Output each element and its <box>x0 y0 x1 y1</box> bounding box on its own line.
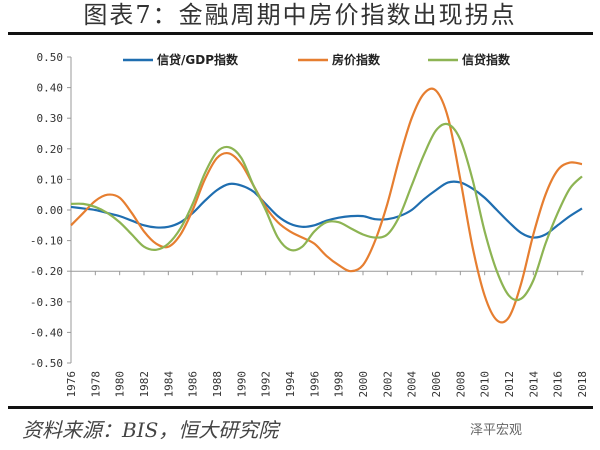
x-tick-label: 1984 <box>162 371 175 398</box>
y-tick-label: 0.30 <box>37 112 64 125</box>
x-tick-label: 1992 <box>260 371 273 398</box>
y-tick-label: -0.40 <box>30 326 63 339</box>
source-note: 资料来源：BIS，恒大研究院 <box>22 418 279 442</box>
x-tick-label: 2018 <box>576 371 589 398</box>
x-tick-label: 2012 <box>503 371 516 398</box>
x-tick-label: 2014 <box>527 371 540 398</box>
y-tick-label: 0.40 <box>37 82 64 95</box>
chart-title: 图表7：金融周期中房价指数出现拐点 <box>83 1 517 29</box>
title-divider <box>8 32 593 35</box>
x-tick-label: 2016 <box>552 371 565 398</box>
x-tick-label: 1998 <box>333 371 346 398</box>
x-tick-label: 1994 <box>284 371 297 398</box>
x-tick-label: 1980 <box>114 371 127 398</box>
legend-label-1: 房价指数 <box>332 52 381 67</box>
footer-divider <box>8 406 593 409</box>
x-tick-label: 2010 <box>479 371 492 398</box>
y-tick-label: 0.20 <box>37 143 64 156</box>
legend-label-2: 信贷指数 <box>462 52 511 67</box>
x-tick-label: 1978 <box>89 371 102 398</box>
y-tick-label: 0.50 <box>37 51 64 64</box>
y-tick-label: 0.10 <box>37 173 64 186</box>
x-tick-label: 2000 <box>357 371 370 398</box>
series-line-2 <box>70 122 583 302</box>
x-tick-label: 1982 <box>138 371 151 398</box>
x-tick-label: 2004 <box>406 371 419 398</box>
y-tick-label: -0.20 <box>30 265 63 278</box>
y-tick-label: -0.30 <box>30 296 63 309</box>
series-line-1 <box>70 87 583 324</box>
y-tick-label: -0.50 <box>30 357 63 370</box>
watermark: 泽平宏观 <box>470 423 523 438</box>
x-tick-label: 1988 <box>211 371 224 398</box>
series-line-0 <box>70 180 583 239</box>
x-tick-label: 2006 <box>430 371 443 398</box>
x-tick-label: 2002 <box>381 371 394 398</box>
y-tick-label: -0.10 <box>30 235 63 248</box>
x-tick-label: 2008 <box>454 371 467 398</box>
x-tick-label: 1986 <box>187 371 200 398</box>
x-tick-label: 1976 <box>65 371 78 398</box>
y-tick-label: 0.00 <box>37 204 64 217</box>
x-tick-label: 1996 <box>308 371 321 398</box>
x-tick-label: 1990 <box>235 371 248 398</box>
legend-label-0: 信贷/GDP指数 <box>157 52 239 67</box>
